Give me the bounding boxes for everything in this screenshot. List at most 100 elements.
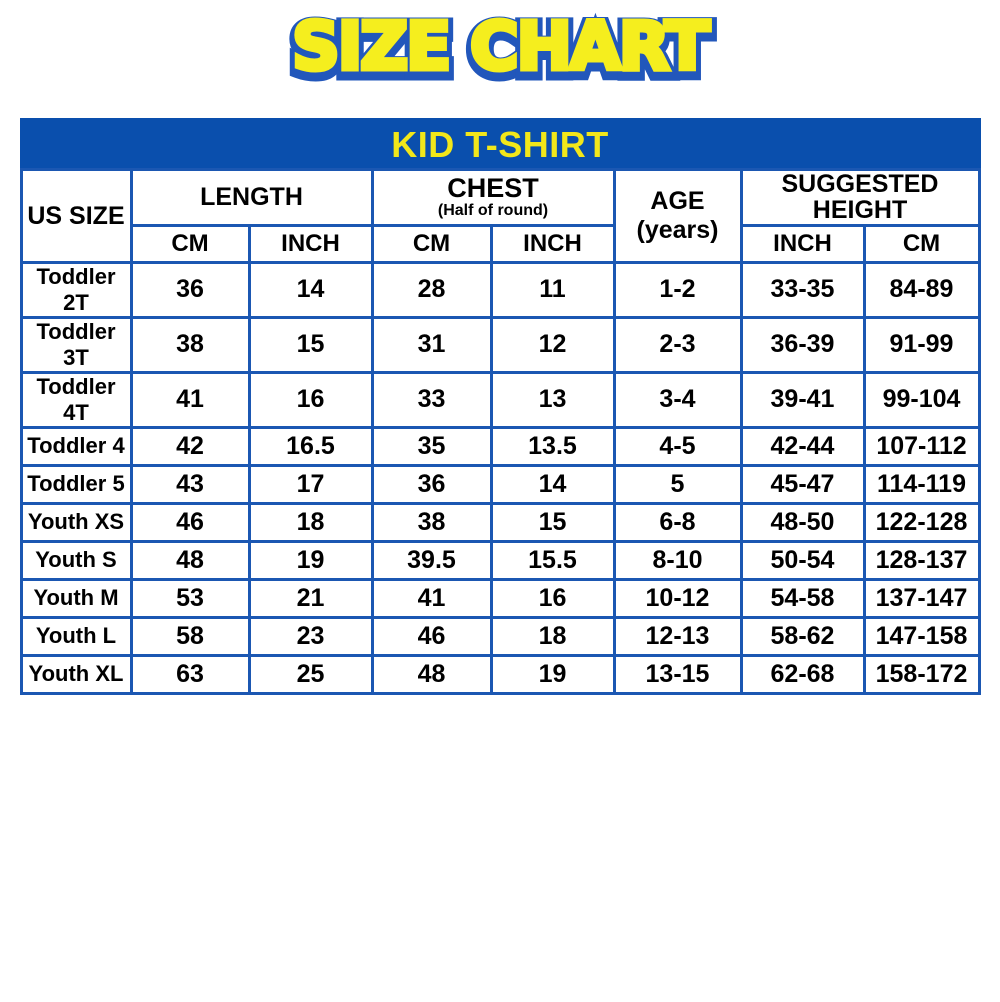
cell-height-cm: 114-119: [862, 463, 981, 505]
page-title: SIZE CHART SIZE CHART: [0, 0, 1000, 91]
cell-chest-cm: 35: [370, 425, 493, 467]
cell-length-inch: 19: [247, 539, 374, 581]
table-banner-row: KID T-SHIRT: [19, 118, 981, 171]
cell-age: 8-10: [612, 539, 743, 581]
cell-length-inch: 15: [247, 315, 374, 374]
cell-chest-inch: 18: [489, 615, 616, 657]
cell-height-cm: 91-99: [862, 315, 981, 374]
cell-us-size: Toddler 5: [19, 463, 133, 505]
cell-chest-cm: 48: [370, 653, 493, 695]
table-row: Toddler 4T 41 16 33 13 3-4 39-41 99-104: [19, 370, 981, 429]
col-header-us-size: US SIZE: [19, 168, 133, 264]
cell-length-cm: 43: [129, 463, 251, 505]
cell-us-size: Youth L: [19, 615, 133, 657]
cell-us-size: Youth M: [19, 577, 133, 619]
cell-length-cm: 58: [129, 615, 251, 657]
cell-height-inch: 45-47: [739, 463, 866, 505]
cell-height-inch: 39-41: [739, 370, 866, 429]
cell-chest-inch: 15: [489, 501, 616, 543]
cell-height-cm: 137-147: [862, 577, 981, 619]
cell-length-inch: 14: [247, 260, 374, 319]
cell-length-cm: 63: [129, 653, 251, 695]
cell-height-cm: 99-104: [862, 370, 981, 429]
table-body: Toddler 2T 36 14 28 11 1-2 33-35 84-89 T…: [19, 260, 981, 695]
cell-length-inch: 21: [247, 577, 374, 619]
cell-height-inch: 48-50: [739, 501, 866, 543]
col-header-age-label: AGE: [650, 187, 705, 215]
col-header-chest-label: CHEST: [447, 173, 539, 204]
cell-chest-cm: 33: [370, 370, 493, 429]
cell-chest-cm: 38: [370, 501, 493, 543]
unit-header-height-inch: INCH: [739, 223, 866, 264]
cell-height-inch: 33-35: [739, 260, 866, 319]
cell-us-size: Toddler 3T: [19, 315, 133, 374]
cell-us-size: Toddler 4T: [19, 370, 133, 429]
cell-height-cm: 84-89: [862, 260, 981, 319]
cell-age: 13-15: [612, 653, 743, 695]
unit-header-length-inch: INCH: [247, 223, 374, 264]
table-row: Youth XL 63 25 48 19 13-15 62-68 158-172: [19, 653, 981, 695]
unit-header-height-cm: CM: [862, 223, 981, 264]
cell-us-size: Youth XL: [19, 653, 133, 695]
col-header-length: LENGTH: [129, 168, 374, 227]
unit-header-length-cm: CM: [129, 223, 251, 264]
cell-chest-cm: 39.5: [370, 539, 493, 581]
col-header-chest-subtitle: (Half of round): [437, 202, 549, 220]
unit-header-chest-inch: INCH: [489, 223, 616, 264]
table-unit-header-row: CM INCH CM INCH INCH CM: [21, 223, 981, 264]
col-header-age: AGE (years): [612, 168, 743, 264]
cell-chest-inch: 14: [489, 463, 616, 505]
cell-height-cm: 147-158: [862, 615, 981, 657]
page-title-text: SIZE CHART: [290, 8, 713, 85]
cell-height-cm: 122-128: [862, 501, 981, 543]
cell-age: 6-8: [612, 501, 743, 543]
table-row: Youth XS 46 18 38 15 6-8 48-50 122-128: [19, 501, 981, 543]
cell-chest-cm: 46: [370, 615, 493, 657]
cell-chest-inch: 15.5: [489, 539, 616, 581]
cell-length-inch: 16.5: [247, 425, 374, 467]
cell-chest-cm: 41: [370, 577, 493, 619]
cell-age: 10-12: [612, 577, 743, 619]
cell-us-size: Toddler 4: [19, 425, 133, 467]
cell-height-cm: 107-112: [862, 425, 981, 467]
cell-chest-cm: 36: [370, 463, 493, 505]
table-group-header-row: US SIZE LENGTH CHEST (Half of round) AGE…: [19, 168, 981, 264]
unit-header-chest-cm: CM: [370, 223, 493, 264]
cell-height-cm: 158-172: [862, 653, 981, 695]
table-row: Youth S 48 19 39.5 15.5 8-10 50-54 128-1…: [19, 539, 981, 581]
cell-us-size: Toddler 2T: [19, 260, 133, 319]
cell-chest-cm: 31: [370, 315, 493, 374]
cell-height-inch: 42-44: [739, 425, 866, 467]
cell-chest-inch: 13: [489, 370, 616, 429]
cell-length-cm: 36: [129, 260, 251, 319]
table-row: Youth M 53 21 41 16 10-12 54-58 137-147: [19, 577, 981, 619]
cell-height-inch: 54-58: [739, 577, 866, 619]
cell-length-cm: 38: [129, 315, 251, 374]
cell-length-inch: 18: [247, 501, 374, 543]
cell-height-inch: 50-54: [739, 539, 866, 581]
page-title-outline: SIZE CHART: [285, 10, 718, 91]
table-row: Toddler 3T 38 15 31 12 2-3 36-39 91-99: [19, 315, 981, 374]
cell-us-size: Youth S: [19, 539, 133, 581]
col-header-chest: CHEST (Half of round): [370, 168, 616, 227]
cell-chest-inch: 16: [489, 577, 616, 619]
table-row: Toddler 5 43 17 36 14 5 45-47 114-119: [19, 463, 981, 505]
cell-us-size: Youth XS: [19, 501, 133, 543]
cell-chest-inch: 11: [489, 260, 616, 319]
cell-age: 12-13: [612, 615, 743, 657]
cell-height-inch: 58-62: [739, 615, 866, 657]
cell-length-inch: 23: [247, 615, 374, 657]
cell-length-cm: 46: [129, 501, 251, 543]
table-row: Youth L 58 23 46 18 12-13 58-62 147-158: [19, 615, 981, 657]
cell-age: 3-4: [612, 370, 743, 429]
col-header-suggested-height: SUGGESTED HEIGHT: [739, 168, 981, 227]
table-row: Toddler 2T 36 14 28 11 1-2 33-35 84-89: [19, 260, 981, 319]
cell-chest-inch: 19: [489, 653, 616, 695]
cell-length-inch: 25: [247, 653, 374, 695]
table-row: Toddler 4 42 16.5 35 13.5 4-5 42-44 107-…: [19, 425, 981, 467]
cell-height-inch: 62-68: [739, 653, 866, 695]
cell-height-inch: 36-39: [739, 315, 866, 374]
cell-age: 4-5: [612, 425, 743, 467]
cell-chest-inch: 13.5: [489, 425, 616, 467]
